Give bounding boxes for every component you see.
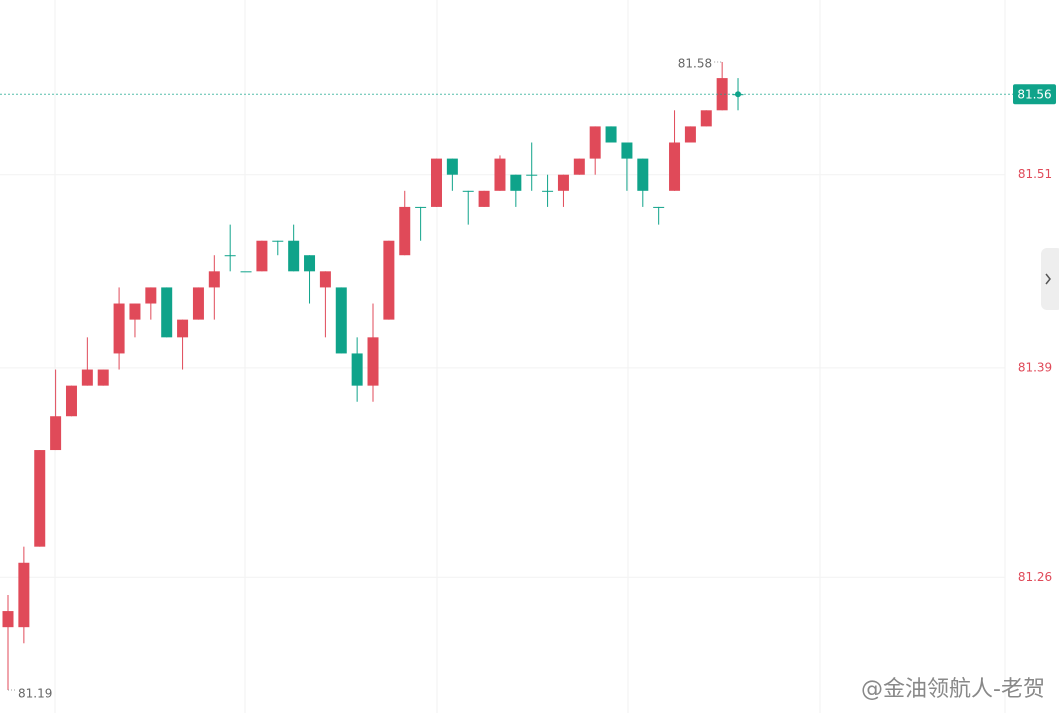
high-marker-label: 81.58 — [678, 56, 712, 70]
candle-body — [288, 240, 300, 272]
watermark: @金油领航人-老贺 — [861, 677, 1045, 702]
candle-body — [208, 271, 220, 288]
candle-body — [351, 353, 363, 386]
candle-body — [272, 240, 284, 242]
candle-body — [510, 174, 522, 191]
candle-body — [240, 271, 252, 273]
candle-body — [684, 126, 696, 143]
candle-body — [637, 158, 649, 191]
candle-body — [304, 255, 316, 272]
candle-body — [145, 287, 157, 304]
last-price-label: 81.56 — [1017, 88, 1051, 102]
scroll-button[interactable] — [1041, 248, 1059, 310]
candle-body — [256, 240, 268, 272]
candle-body — [383, 240, 395, 320]
candle-body — [18, 562, 30, 628]
candle-body — [335, 287, 347, 354]
candle-body — [367, 337, 379, 386]
candle-body — [177, 319, 189, 338]
vertical-grid — [54, 0, 1006, 713]
candle-body — [192, 287, 204, 320]
low-marker-label: 81.19 — [18, 686, 52, 700]
candle-body — [605, 126, 617, 143]
y-tick-label: 81.51 — [1018, 167, 1052, 181]
candle-body — [319, 271, 331, 288]
candle-body — [446, 158, 458, 175]
candle-body — [542, 190, 554, 192]
candle-body — [478, 190, 490, 207]
candle-body — [224, 255, 236, 257]
candle-body — [65, 385, 77, 417]
candle-body — [621, 142, 633, 159]
candle-body — [653, 206, 665, 208]
candle-body — [716, 78, 728, 111]
candle-body — [526, 174, 538, 176]
y-tick-label: 81.39 — [1018, 360, 1052, 374]
candle-body — [669, 142, 681, 191]
candle-body — [2, 611, 14, 628]
candle-body — [113, 303, 125, 354]
y-tick-label: 81.26 — [1018, 570, 1052, 584]
last-price-box — [1013, 84, 1056, 105]
candle-body — [34, 450, 46, 547]
candle-body — [462, 190, 474, 192]
candle-body — [50, 416, 62, 451]
candle-body — [97, 369, 109, 386]
candle-body — [399, 206, 411, 256]
scroll-arrow[interactable] — [1045, 273, 1051, 285]
candle-body — [430, 158, 442, 207]
last-price-dot — [735, 91, 742, 98]
candle-body — [700, 110, 712, 127]
candle-body — [129, 303, 141, 320]
candle-body — [589, 126, 601, 159]
candle-body — [161, 287, 173, 338]
candle-body — [415, 206, 427, 208]
candle-body — [557, 174, 569, 191]
candle-body — [573, 158, 585, 175]
candle-body — [81, 369, 93, 386]
candle-body — [494, 158, 506, 191]
